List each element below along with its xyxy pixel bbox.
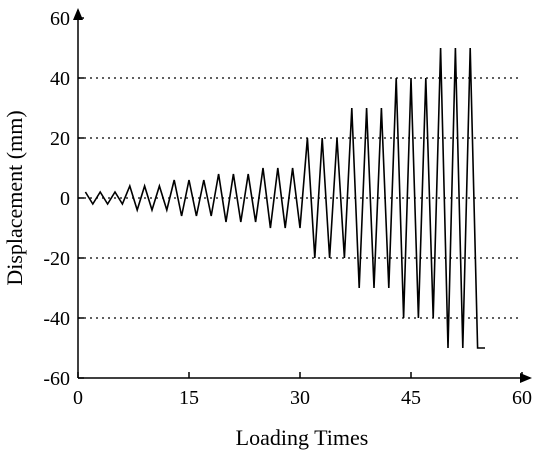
y-axis-label: Displacement (mm)	[2, 110, 27, 285]
gridlines	[78, 77, 522, 319]
y-tick-label: 60	[50, 8, 70, 30]
tick-labels: 0 15 30 45 60 -60 -40 -20 0 20 40 60	[43, 8, 532, 409]
y-tick-label: -20	[43, 248, 70, 270]
series-group	[84, 47, 485, 349]
x-tick-label: 30	[290, 387, 310, 409]
x-tick-label: 0	[73, 387, 83, 409]
x-tick-label: 45	[401, 387, 421, 409]
axes	[73, 8, 532, 383]
y-tick-label: 20	[50, 128, 70, 150]
x-tick-label: 15	[179, 387, 199, 409]
x-axis-label: Loading Times	[236, 425, 369, 450]
displacement-series-line	[84, 47, 485, 349]
y-tick-label: 0	[60, 188, 70, 210]
y-tick-label: -40	[43, 308, 70, 330]
y-tick-label: -60	[43, 368, 70, 390]
y-tick-label: 40	[50, 68, 70, 90]
x-tick-label: 60	[512, 387, 532, 409]
tick-marks	[77, 17, 523, 379]
